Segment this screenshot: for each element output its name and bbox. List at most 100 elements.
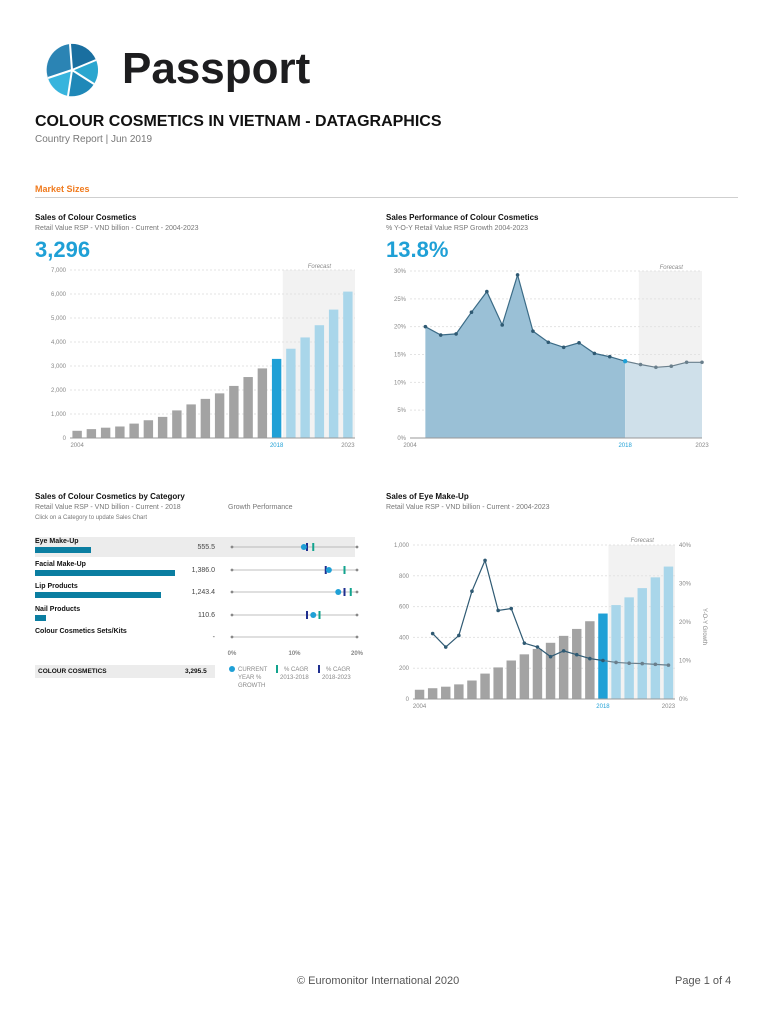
data-point xyxy=(515,273,520,277)
growth-performance-header: Growth Performance xyxy=(228,504,293,511)
eye-panel-title: Sales of Eye Make-Up xyxy=(386,492,469,501)
category-value: 1,386.0 xyxy=(191,566,215,574)
category-name: Eye Make-Up xyxy=(35,538,79,545)
legend-label: CURRENT xyxy=(238,667,268,673)
growth-point xyxy=(614,660,618,665)
performance-panel-title: Sales Performance of Colour Cosmetics xyxy=(386,213,539,222)
y-tick-label: 7,000 xyxy=(51,268,67,274)
current-growth-dot xyxy=(325,566,332,573)
current-growth-dot xyxy=(310,611,317,618)
data-point xyxy=(485,289,489,294)
bar xyxy=(100,427,111,438)
cagr-2018-2023-marker xyxy=(306,610,308,619)
category-value: - xyxy=(212,634,215,641)
track-start xyxy=(230,635,234,639)
track-end xyxy=(355,568,359,571)
legend-label: 2013-2018 xyxy=(280,675,309,681)
growth-track xyxy=(230,635,359,639)
y2-tick-label: 20% xyxy=(679,620,692,626)
y-tick-label: 5% xyxy=(397,408,406,414)
y2-tick-label: 0% xyxy=(679,697,688,703)
data-point xyxy=(577,341,581,345)
legend-label: % CAGR xyxy=(326,667,351,673)
bar xyxy=(427,688,438,699)
growth-track xyxy=(230,588,359,596)
bar xyxy=(129,423,139,438)
y-tick-label: 2,000 xyxy=(51,388,67,394)
section-divider xyxy=(35,197,738,198)
eye-combo-chart: Forecast 0 200 400 600 800 1,000 0% 10% 20% 30% 40%… xyxy=(394,538,707,710)
historic-area xyxy=(425,274,626,438)
legend-current-dot xyxy=(229,666,235,672)
bar xyxy=(328,309,339,438)
x-tick-label: 2023 xyxy=(695,443,709,449)
legend-label: YEAR % xyxy=(238,675,262,681)
bar xyxy=(637,588,647,699)
category-row[interactable]: Lip Products 1,243.4 xyxy=(35,582,355,602)
y-tick-label: 1,000 xyxy=(51,412,67,418)
y-tick-label: 6,000 xyxy=(51,292,67,298)
bar xyxy=(300,337,310,438)
growth-line xyxy=(425,272,626,362)
section-heading: Market Sizes xyxy=(35,184,90,194)
category-bar xyxy=(35,569,175,576)
bar xyxy=(286,348,296,438)
growth-point xyxy=(548,654,553,659)
data-point xyxy=(592,351,597,356)
y-tick-label: 5,000 xyxy=(51,316,67,322)
forecast-growth-line xyxy=(602,659,669,666)
bar xyxy=(186,404,196,438)
data-point xyxy=(438,333,443,337)
category-row[interactable]: Facial Make-Up 1,386.0 xyxy=(35,560,355,580)
category-row[interactable]: Nail Products 110.6 xyxy=(35,605,355,625)
forecast-label: Forecast xyxy=(660,265,684,271)
data-point xyxy=(423,324,428,329)
forecast-label: Forecast xyxy=(308,264,332,270)
growth-point xyxy=(653,662,658,667)
y-tick-label: 600 xyxy=(399,605,410,611)
growth-legend: 0% 10% 20% CURRENT YEAR % GROWTH % CAGR 2013-20… xyxy=(228,651,364,689)
bar xyxy=(271,358,282,438)
bar xyxy=(598,613,608,699)
sales-panel-subtitle: Retail Value RSP - VND billion - Current… xyxy=(35,225,199,232)
growth-point xyxy=(666,663,671,667)
growth-point xyxy=(443,645,448,649)
growth-point xyxy=(430,631,435,636)
cagr-2013-2018-marker xyxy=(318,610,321,619)
bar xyxy=(650,577,661,699)
category-bar xyxy=(35,592,161,598)
y-tick-label: 0 xyxy=(63,436,67,442)
sales-panel-title: Sales of Colour Cosmetics xyxy=(35,213,137,222)
y-tick-label: 400 xyxy=(399,635,410,641)
growth-point xyxy=(457,633,461,638)
bar xyxy=(343,291,353,438)
bar xyxy=(624,597,634,699)
track-start xyxy=(230,613,234,616)
cagr-2013-2018-marker xyxy=(349,588,352,596)
category-row[interactable]: Eye Make-Up 555.5 xyxy=(35,537,355,557)
category-row[interactable]: Colour Cosmetics Sets/Kits - xyxy=(35,627,355,647)
y-tick-label: 800 xyxy=(399,574,410,580)
growth-track xyxy=(230,543,359,551)
x-tick-label: 2004 xyxy=(70,443,84,449)
bar xyxy=(441,686,451,699)
sales-bar-chart: Forecast 0 1,000 2,000 3,000 4,000 5,000 6,000 7… xyxy=(51,264,355,449)
report-title: COLOUR COSMETICS IN VIETNAM - DATAGRAPHI… xyxy=(35,113,442,130)
legend-label: 2018-2023 xyxy=(322,675,351,681)
growth-axis-tick: 10% xyxy=(288,651,301,657)
data-point xyxy=(561,345,566,350)
x-tick-label: 2004 xyxy=(413,704,427,710)
bar xyxy=(506,660,516,699)
category-name: Facial Make-Up xyxy=(35,560,86,568)
total-label: COLOUR COSMETICS xyxy=(38,668,107,675)
growth-point xyxy=(574,652,579,657)
y2-tick-label: 40% xyxy=(679,543,692,549)
bar xyxy=(493,667,503,699)
bar xyxy=(519,654,530,699)
growth-point xyxy=(522,641,527,645)
y-tick-label: 30% xyxy=(394,269,407,275)
category-name: Nail Products xyxy=(35,605,81,613)
legend-label: % CAGR xyxy=(284,667,309,673)
cagr-2013-2018-marker xyxy=(343,565,346,574)
x-tick-label: 2018 xyxy=(270,443,284,449)
